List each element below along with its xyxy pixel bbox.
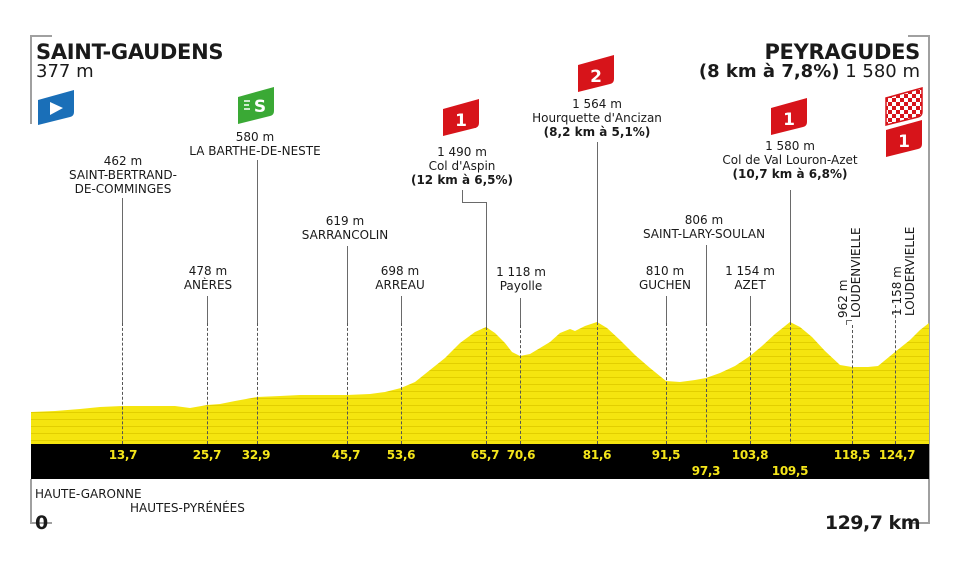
svg-text:1: 1	[783, 110, 795, 130]
km-marker: 97,3	[691, 464, 721, 478]
waypoint-label-vertical: 1 158 m LOUDERVIELLE	[890, 226, 917, 316]
finish-info: (8 km à 7,8%) 1 580 m	[699, 62, 920, 82]
start-name: SAINT-GAUDENS	[36, 40, 224, 64]
svg-text:2: 2	[590, 67, 602, 87]
marker-dash	[666, 323, 667, 444]
waypoint-label: 810 m GUCHEN	[638, 264, 692, 292]
marker-dash	[257, 323, 258, 444]
marker-line	[520, 298, 521, 325]
waypoint-label: 1 154 m AZET	[725, 264, 775, 292]
finish-climb: (8 km à 7,8%)	[698, 61, 840, 82]
department-label: HAUTES-PYRÉNÉES	[130, 501, 245, 515]
frame-corner	[908, 522, 930, 524]
marker-line	[486, 202, 487, 327]
finish-name: PEYRAGUDES	[764, 40, 920, 64]
marker-dash	[597, 322, 598, 444]
svg-text:1: 1	[455, 111, 467, 131]
department-label: HAUTE-GARONNE	[35, 487, 142, 501]
waypoint-label: 1 118 m Payolle	[496, 265, 546, 293]
km-marker: 70,6	[506, 448, 536, 462]
waypoint-label-sprint: 580 m LA BARTHE-DE-NESTE	[189, 130, 321, 158]
start-flag-icon	[38, 90, 74, 125]
marker-dash	[486, 327, 487, 444]
km-marker: 81,6	[582, 448, 612, 462]
waypoint-label: 698 m ARREAU	[375, 264, 425, 292]
marker-line	[207, 296, 208, 323]
checkered-flag-icon	[885, 87, 923, 126]
waypoint-label: 619 m SARRANCOLIN	[301, 214, 389, 242]
marker-bracket	[846, 320, 852, 321]
km-marker: 109,5	[771, 464, 809, 478]
marker-dash	[895, 305, 896, 444]
marker-dash	[207, 323, 208, 444]
frame-corner	[908, 35, 930, 37]
km-marker: 124,7	[878, 448, 916, 462]
km-marker: 65,7	[470, 448, 500, 462]
waypoint-label: 478 m ANÈRES	[183, 264, 233, 292]
marker-dash	[790, 322, 791, 462]
start-altitude: 377 m	[36, 61, 94, 82]
marker-line	[846, 320, 847, 325]
finish-altitude: 1 580 m	[845, 61, 920, 82]
km-marker: 32,9	[241, 448, 271, 462]
marker-line	[750, 296, 751, 323]
marker-line	[347, 246, 348, 323]
frame-left-low	[30, 479, 32, 523]
distance-end: 129,7 km	[824, 512, 921, 534]
km-marker: 118,5	[833, 448, 871, 462]
waypoint-label: 806 m SAINT-LARY-SOULAN	[642, 213, 766, 241]
marker-line	[462, 190, 463, 202]
svg-text:S: S	[254, 97, 266, 117]
marker-dash	[122, 323, 123, 444]
climb-category-2-icon: 2	[578, 55, 614, 92]
distance-start: 0	[35, 512, 48, 534]
sprint-icon: S	[238, 87, 274, 124]
km-marker: 25,7	[192, 448, 222, 462]
climb-label: 1 490 m Col d'Aspin (12 km à 6,5%)	[410, 145, 514, 187]
waypoint-label-vertical: 962 m LOUDENVIELLE	[836, 227, 863, 318]
frame-right	[928, 35, 930, 523]
km-marker: 103,8	[731, 448, 769, 462]
frame-corner	[30, 522, 52, 524]
distance-band	[31, 444, 929, 479]
climb-label: 1 564 m Hourquette d'Ancizan (8,2 km à 5…	[532, 97, 662, 139]
marker-dash	[401, 323, 402, 444]
climb-label: 1 580 m Col de Val Louron-Azet (10,7 km …	[722, 139, 858, 181]
marker-line	[706, 245, 707, 323]
climb-category-1-icon: 1	[443, 99, 479, 136]
marker-dash	[750, 323, 751, 444]
frame-corner	[30, 35, 52, 37]
marker-dash	[347, 323, 348, 444]
km-marker: 53,6	[386, 448, 416, 462]
marker-line	[122, 198, 123, 323]
waypoint-label: 462 m SAINT-BERTRAND- DE-COMMINGES	[69, 154, 177, 196]
marker-line	[666, 296, 667, 323]
marker-line	[257, 160, 258, 323]
svg-text:1: 1	[898, 132, 910, 152]
marker-line	[790, 190, 791, 322]
marker-line	[597, 142, 598, 322]
marker-dash	[852, 325, 853, 444]
km-marker: 91,5	[651, 448, 681, 462]
climb-category-1-icon: 1	[771, 98, 807, 135]
marker-bracket	[462, 202, 487, 203]
climb-category-1-icon: 1	[886, 120, 922, 157]
marker-dash	[520, 325, 521, 444]
km-marker: 13,7	[108, 448, 138, 462]
frame-left	[30, 35, 32, 124]
km-marker: 45,7	[331, 448, 361, 462]
marker-line	[401, 296, 402, 323]
marker-dash	[706, 323, 707, 463]
